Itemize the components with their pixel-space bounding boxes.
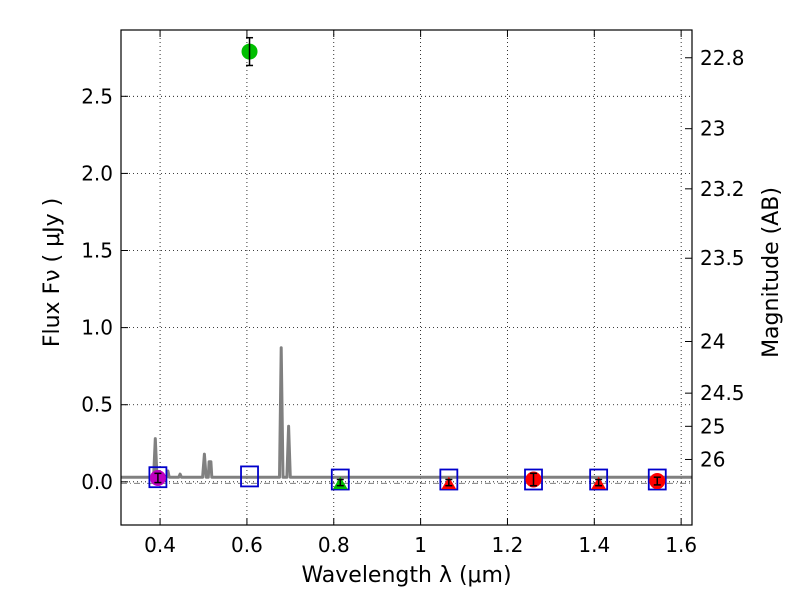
y-tick-label: 1.0 bbox=[81, 316, 113, 340]
x-axis-label: Wavelength λ (μm) bbox=[301, 563, 511, 588]
model-flux-box bbox=[439, 468, 459, 491]
model-spectrum-line bbox=[121, 346, 692, 479]
right-tick-label: 22.8 bbox=[700, 46, 745, 70]
x-tick-label: 1 bbox=[414, 533, 427, 557]
x-tick-label: 0.6 bbox=[231, 533, 263, 557]
right-tick-label: 25 bbox=[700, 414, 725, 438]
x-tick-label: 1.4 bbox=[578, 533, 610, 557]
axis-ticks-layer: 0.4 0.6 0.8 1 1.2 1.4 1.6 0.0 0.5 1.0 1.5 2.0 2.5 22.… bbox=[81, 30, 745, 557]
model-flux-box bbox=[148, 466, 168, 489]
model-flux-box bbox=[589, 468, 609, 491]
right-tick-label: 24.5 bbox=[700, 381, 745, 405]
y-axis-label: Flux Fν ( μJy ) bbox=[40, 198, 65, 347]
right-tick-label: 23.5 bbox=[700, 246, 745, 270]
y-tick-label: 0.5 bbox=[81, 393, 113, 417]
data-points-layer bbox=[149, 36, 666, 490]
grid-layer bbox=[121, 30, 692, 525]
right-axis-label: Magnitude (AB) bbox=[759, 187, 784, 358]
plot-area-frame bbox=[120, 29, 693, 526]
model-flux-box bbox=[524, 468, 543, 491]
spectrum-layer bbox=[121, 346, 692, 484]
y-tick-label: 0.0 bbox=[81, 470, 113, 494]
x-tick-label: 1.2 bbox=[492, 533, 524, 557]
right-tick-label: 23.2 bbox=[700, 177, 745, 201]
y-tick-label: 1.5 bbox=[81, 239, 113, 263]
model-flux-box bbox=[647, 468, 667, 491]
model-flux-box bbox=[240, 465, 259, 488]
y-tick-label: 2.5 bbox=[81, 84, 113, 108]
model-flux-layer bbox=[148, 465, 667, 491]
right-tick-label: 24 bbox=[700, 329, 725, 353]
x-tick-label: 0.8 bbox=[318, 533, 350, 557]
y-tick-label: 2.0 bbox=[81, 161, 113, 185]
x-tick-label: 0.4 bbox=[144, 533, 176, 557]
x-tick-label: 1.6 bbox=[665, 533, 697, 557]
model-flux-box bbox=[330, 468, 350, 491]
right-tick-label: 26 bbox=[700, 447, 725, 471]
right-tick-label: 23 bbox=[700, 117, 725, 141]
